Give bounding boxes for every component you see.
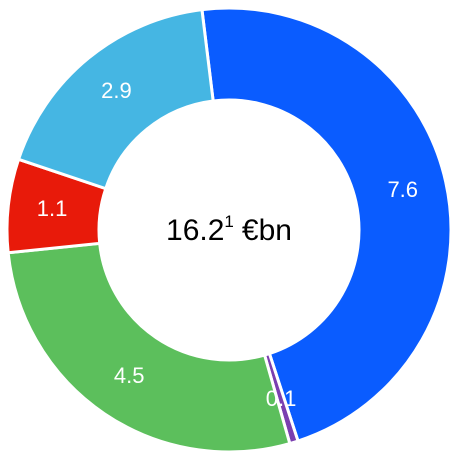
center-footnote: 1 — [224, 212, 233, 231]
center-total: 16.2 — [166, 214, 224, 247]
donut-segment — [6, 241, 292, 454]
data-label: 2.9 — [101, 78, 132, 103]
data-label: 1.1 — [37, 196, 68, 221]
data-label: 4.5 — [114, 363, 145, 388]
data-label: 7.6 — [387, 177, 418, 202]
donut-segment — [16, 7, 215, 191]
data-label: 0.1 — [266, 386, 297, 411]
donut-segment — [200, 6, 453, 443]
center-unit: €bn — [242, 214, 292, 247]
center-label: 16.21 €bn — [166, 212, 292, 246]
